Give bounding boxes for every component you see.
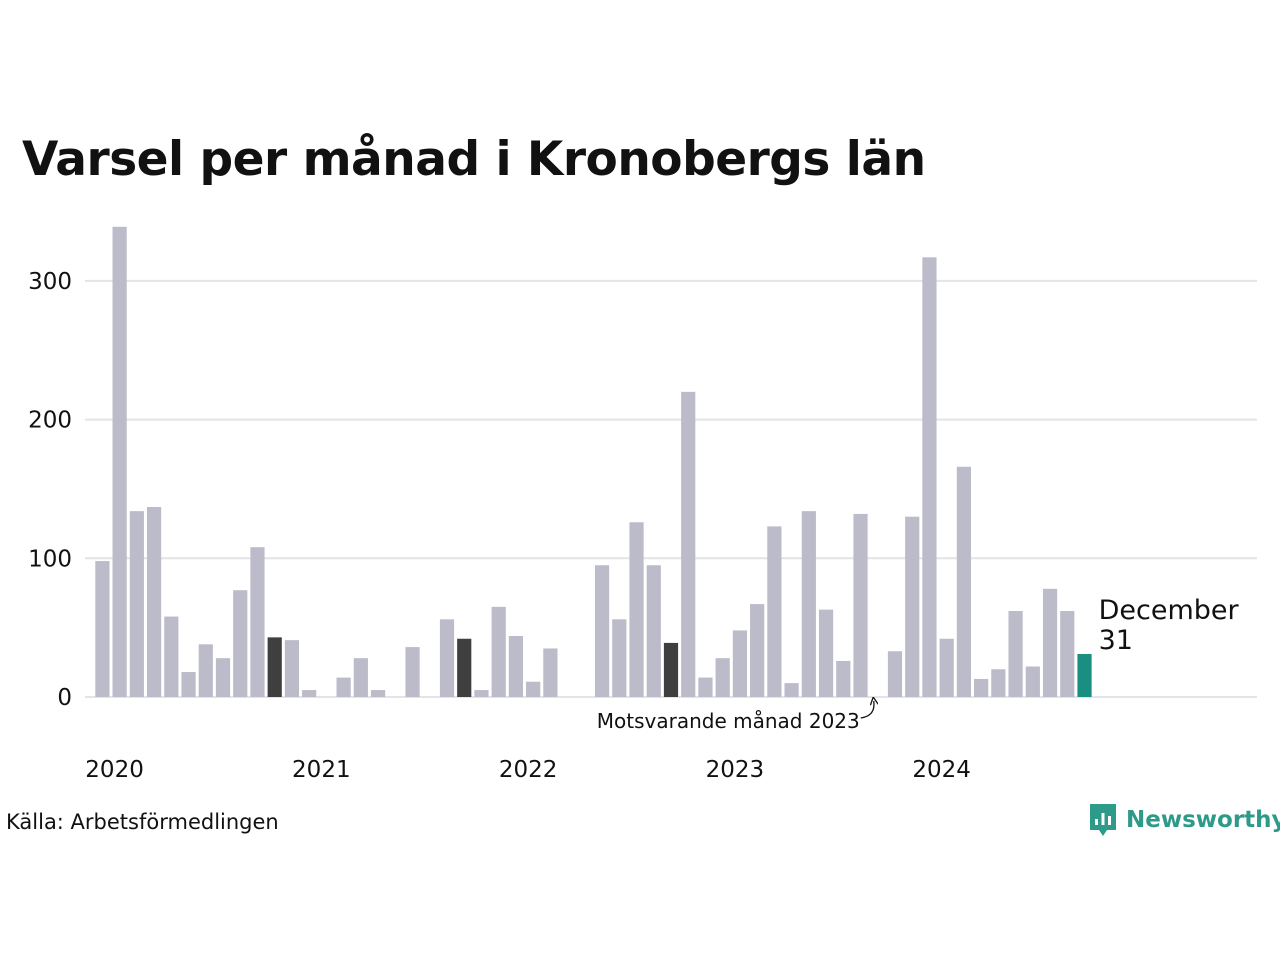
bar xyxy=(767,526,782,697)
x-year-label: 2023 xyxy=(706,757,765,783)
bar xyxy=(956,466,971,697)
brand-name: Newsworthy xyxy=(1126,807,1280,833)
annotation-arrow xyxy=(860,701,874,719)
bar xyxy=(164,616,179,697)
bar xyxy=(974,678,989,697)
bar xyxy=(198,644,213,697)
last-month-label: December xyxy=(1099,595,1240,626)
bar xyxy=(405,647,420,697)
bar xyxy=(629,522,644,697)
bar xyxy=(905,516,920,697)
bar xyxy=(146,506,162,697)
bar xyxy=(801,511,816,697)
bar xyxy=(336,677,351,697)
bar xyxy=(1008,611,1023,697)
x-year-label: 2022 xyxy=(499,757,558,783)
y-tick-label: 0 xyxy=(57,685,72,711)
last-value-label: 31 xyxy=(1099,625,1133,656)
bar xyxy=(612,619,627,697)
bar xyxy=(181,672,196,697)
bar xyxy=(818,609,834,697)
bar xyxy=(732,630,748,697)
bar xyxy=(1077,654,1092,697)
bar xyxy=(370,690,386,697)
bar xyxy=(750,604,765,697)
x-year-label: 2020 xyxy=(85,757,144,783)
bar xyxy=(129,511,144,697)
bar xyxy=(663,642,679,697)
bar xyxy=(715,658,730,697)
bar xyxy=(95,561,110,697)
bar xyxy=(1042,588,1058,697)
bar xyxy=(681,391,696,697)
bar xyxy=(1025,666,1040,697)
bar xyxy=(1060,611,1075,697)
bar xyxy=(439,619,455,697)
x-year-label: 2021 xyxy=(292,757,351,783)
bar xyxy=(922,257,937,697)
bar xyxy=(646,565,661,697)
bar xyxy=(302,690,317,697)
bar xyxy=(784,683,799,697)
bar xyxy=(698,677,713,697)
bar xyxy=(457,638,472,697)
bar xyxy=(233,590,248,697)
bar xyxy=(250,547,265,697)
bar xyxy=(215,658,231,697)
newsworthy-logo-icon xyxy=(1090,804,1116,836)
bar xyxy=(853,513,868,697)
bar xyxy=(939,638,954,697)
source-note: Källa: Arbetsförmedlingen xyxy=(6,810,279,834)
bar xyxy=(491,606,506,697)
chart-title: Varsel per månad i Kronobergs län xyxy=(22,132,926,187)
y-tick-label: 200 xyxy=(28,408,72,434)
bar xyxy=(594,565,610,697)
bar xyxy=(543,648,558,697)
y-tick-label: 100 xyxy=(28,546,72,572)
bar xyxy=(887,651,903,697)
bar xyxy=(112,226,127,697)
bar xyxy=(474,690,489,697)
bar xyxy=(284,640,300,697)
bar xyxy=(836,660,851,697)
y-tick-label: 300 xyxy=(28,269,72,295)
bar xyxy=(508,635,524,697)
bar xyxy=(267,637,282,697)
annotation-label: Motsvarande månad 2023 xyxy=(597,709,860,733)
newsworthy-logo[interactable]: Newsworthy xyxy=(1088,802,1280,838)
bar xyxy=(991,669,1006,697)
x-year-label: 2024 xyxy=(912,757,971,783)
bar xyxy=(526,681,541,697)
bar xyxy=(353,658,368,697)
